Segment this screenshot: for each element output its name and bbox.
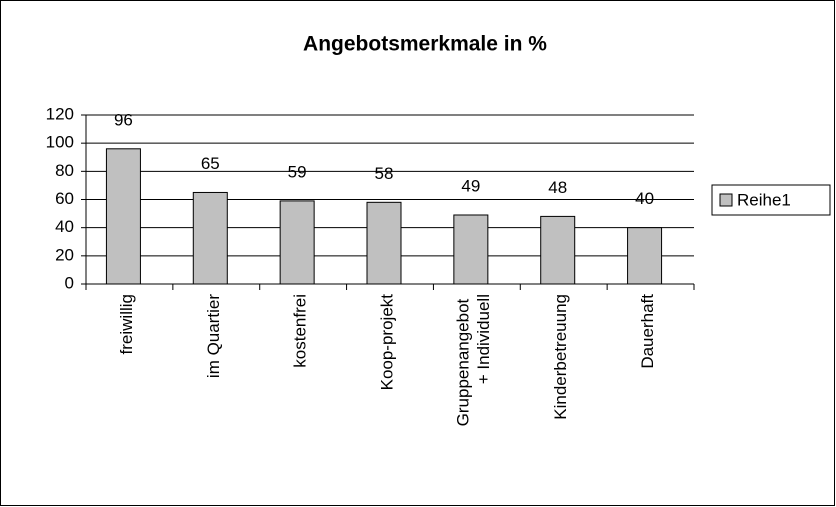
y-tick-label: 120: [46, 104, 74, 123]
data-label: 58: [375, 164, 394, 183]
bar: [366, 201, 402, 285]
legend-label: Reihe1: [737, 190, 791, 209]
x-tick-label: kostenfrei: [291, 294, 310, 368]
x-tick-label: freiwillig: [117, 294, 136, 354]
y-tick-label: 100: [46, 133, 74, 152]
bar: [453, 214, 489, 285]
bar: [279, 200, 315, 285]
data-label: 96: [114, 110, 133, 129]
x-tick-label: Gruppenangebot + Individuell: [454, 294, 493, 426]
data-label: 48: [548, 178, 567, 197]
x-tick-label: Kinderbetreuung: [551, 294, 570, 420]
x-tick-label: im Quartier: [204, 294, 223, 378]
data-label: 40: [635, 189, 654, 208]
data-label: 59: [288, 162, 307, 181]
bar: [540, 215, 576, 285]
chart-title: Angebotsmerkmale in %: [303, 33, 547, 56]
bar: [105, 148, 141, 285]
data-label: 65: [201, 154, 220, 173]
data-label: 49: [461, 176, 480, 195]
y-tick-label: 40: [55, 217, 74, 236]
y-tick-label: 20: [55, 245, 74, 264]
y-tick-label: 80: [55, 161, 74, 180]
x-tick-label: Koop-projekt: [377, 294, 396, 391]
legend-swatch: [719, 193, 733, 207]
y-tick-label: 0: [65, 273, 74, 292]
x-tick-label: Dauerhaft: [638, 294, 657, 369]
bar: [192, 191, 228, 285]
y-tick-label: 60: [55, 189, 74, 208]
bar: [627, 227, 663, 285]
